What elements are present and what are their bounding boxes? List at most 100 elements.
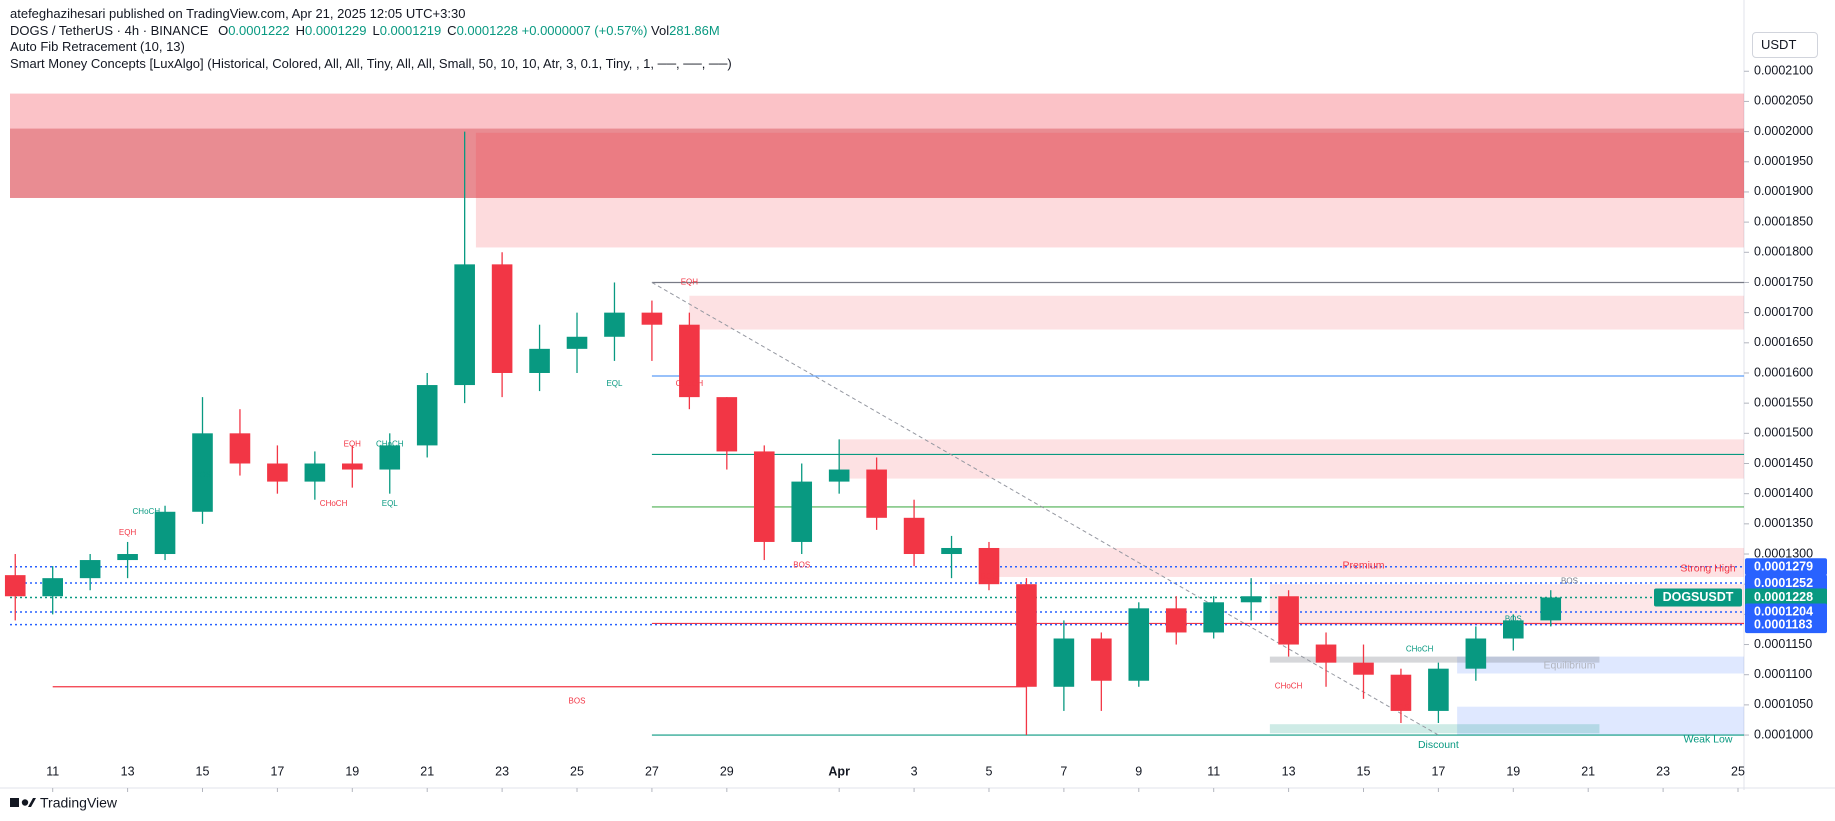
candle-body bbox=[42, 578, 63, 597]
trendline bbox=[651, 282, 1439, 736]
x-tick-label: 11 bbox=[1207, 764, 1220, 778]
annotation: BOS bbox=[1561, 576, 1578, 585]
x-tick-label: 27 bbox=[645, 764, 659, 778]
y-tick-label: 0.0001450 bbox=[1754, 456, 1813, 470]
x-tick-label: 19 bbox=[345, 764, 359, 778]
y-tick-label: 0.0001350 bbox=[1754, 516, 1813, 530]
candle-body bbox=[1540, 597, 1562, 621]
x-tick-label: 11 bbox=[46, 764, 59, 778]
candle-body bbox=[791, 481, 813, 542]
candle-body bbox=[342, 463, 363, 470]
candle-body bbox=[828, 469, 850, 482]
annotation: CHoCH bbox=[1406, 644, 1434, 653]
x-tick-label: 3 bbox=[911, 764, 918, 778]
ohlc-value: 0.0001222 bbox=[228, 22, 290, 38]
candle-body bbox=[941, 547, 962, 555]
candle-body bbox=[117, 554, 138, 561]
candle-body bbox=[604, 312, 625, 337]
plot-area bbox=[10, 26, 1744, 761]
candle-body bbox=[1165, 608, 1187, 633]
candle-body bbox=[304, 463, 326, 482]
ohlc-value: 0.0001219 bbox=[379, 22, 442, 38]
candle-body bbox=[978, 547, 1000, 585]
candle-body bbox=[566, 336, 588, 349]
y-tick-label: 0.0001300 bbox=[1754, 546, 1813, 560]
symbol-label-box bbox=[1654, 588, 1742, 607]
x-tick-label: 15 bbox=[196, 764, 210, 778]
annotation: Discount bbox=[1418, 739, 1459, 751]
change: +0.0000007 (+0.57%) bbox=[521, 22, 648, 38]
candle-body bbox=[454, 264, 475, 386]
annotation: EQH bbox=[119, 528, 137, 537]
candle-body bbox=[4, 575, 26, 597]
y-tick-label: 0.0001100 bbox=[1754, 667, 1812, 681]
y-tick-label: 0.0002000 bbox=[1754, 124, 1813, 138]
zone bbox=[689, 295, 1745, 330]
price-label: 0.0001183 bbox=[1754, 617, 1812, 631]
candle-body bbox=[641, 312, 663, 325]
annotation: BOS bbox=[1505, 614, 1522, 623]
ohlc-key: H bbox=[295, 22, 306, 38]
annotation: EQL bbox=[382, 499, 399, 508]
y-tick-label: 0.0001600 bbox=[1754, 365, 1813, 379]
x-tick-label: 29 bbox=[720, 764, 734, 778]
x-tick-label: 23 bbox=[1656, 764, 1670, 778]
candle-body bbox=[1428, 668, 1449, 711]
annotation: Premium bbox=[1342, 559, 1384, 571]
candle-body bbox=[1053, 638, 1075, 687]
candle-body bbox=[1128, 608, 1150, 681]
candle-body bbox=[866, 469, 887, 518]
candle-body bbox=[1203, 602, 1224, 633]
volume-key: Vol bbox=[651, 22, 670, 38]
candle-body bbox=[1503, 620, 1524, 639]
price-label-box bbox=[1745, 558, 1827, 576]
zone bbox=[475, 132, 1744, 248]
ohlc-key: C bbox=[447, 22, 457, 38]
candle-body bbox=[1278, 596, 1299, 645]
x-tick-label: 19 bbox=[1506, 764, 1520, 778]
x-tick-label: 7 bbox=[1060, 764, 1067, 778]
y-tick-label: 0.0001150 bbox=[1754, 637, 1812, 651]
candle-body bbox=[192, 433, 213, 512]
ohlc-key: L bbox=[372, 22, 380, 38]
candle-body bbox=[1465, 638, 1487, 669]
annotation: Equilibrium bbox=[1544, 659, 1596, 671]
x-tick-label: 25 bbox=[570, 764, 584, 778]
y-tick-label: 0.0001500 bbox=[1754, 426, 1813, 440]
ohlc-value: 0.0001229 bbox=[305, 22, 367, 38]
candle-body bbox=[267, 463, 288, 482]
annotation: CHoCH bbox=[133, 507, 161, 516]
x-tick-label: 17 bbox=[270, 764, 284, 778]
candle-body bbox=[154, 511, 176, 555]
price-label: 0.0001279 bbox=[1754, 559, 1813, 573]
ohlc-value: 0.0001228 bbox=[456, 22, 519, 38]
header: atefeghazihesari published on TradingVie… bbox=[10, 6, 732, 72]
x-tick-label: 5 bbox=[986, 764, 993, 778]
x-tick-label: 23 bbox=[495, 764, 509, 778]
candle-body bbox=[716, 397, 738, 452]
annotation: Weak Low bbox=[1684, 734, 1733, 746]
publisher: atefeghazihesari published on TradingVie… bbox=[10, 6, 466, 21]
currency-button[interactable]: USDT bbox=[1752, 32, 1818, 58]
annotation: CHoCH bbox=[320, 499, 348, 508]
candle-body bbox=[529, 348, 550, 373]
indicator[interactable]: Smart Money Concepts [LuxAlgo] (Historic… bbox=[10, 55, 732, 71]
price-label: 0.0001228 bbox=[1754, 590, 1813, 604]
candle-body bbox=[1353, 662, 1374, 675]
annotation: BOS bbox=[194, 471, 211, 480]
annotation: CHoCH bbox=[1275, 681, 1303, 690]
annotation: EQL bbox=[606, 379, 623, 388]
zone bbox=[1269, 724, 1600, 734]
candle-body bbox=[1016, 584, 1037, 687]
y-tick-label: 0.0001550 bbox=[1754, 395, 1813, 409]
candle-body bbox=[229, 433, 251, 464]
candle-body bbox=[1390, 674, 1412, 711]
y-tick-label: 0.0001650 bbox=[1754, 335, 1813, 349]
candle-body bbox=[679, 324, 700, 398]
annotation: EQH bbox=[344, 439, 362, 448]
candle-body bbox=[903, 517, 925, 555]
zone bbox=[10, 128, 1744, 198]
indicator[interactable]: Auto Fib Retracement (10, 13) bbox=[10, 39, 185, 54]
annotation: BOS bbox=[793, 561, 810, 570]
